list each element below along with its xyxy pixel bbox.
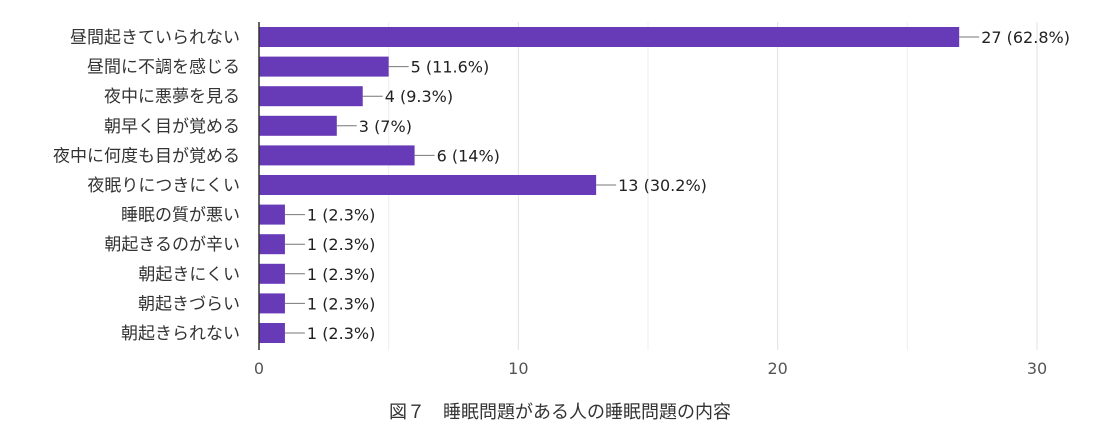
axes: 0 10 20 30 昼間起きていられない昼間に不調を感じる夜中に悪夢を見る朝早く目が覚… — [53, 22, 1047, 378]
bar — [259, 234, 285, 255]
category-label: 朝起きるのが辛い — [104, 235, 240, 255]
category-label: 朝起きられない — [121, 324, 240, 344]
data-label: 3 (7%) — [359, 117, 412, 136]
x-tick-label: 10 — [508, 359, 528, 378]
bar — [259, 204, 285, 225]
data-label: 6 (14%) — [437, 146, 500, 165]
grid-lines — [388, 22, 1038, 350]
bar — [259, 263, 285, 284]
data-label: 1 (2.3%) — [307, 206, 375, 225]
bar — [259, 115, 337, 136]
bar — [259, 27, 960, 47]
category-label: 夜中に悪夢を見る — [104, 87, 240, 107]
data-label: 5 (11.6%) — [411, 58, 490, 77]
x-tick-label: 20 — [767, 359, 787, 378]
category-label: 昼間に不調を感じる — [87, 58, 240, 78]
data-label: 1 (2.3%) — [307, 235, 375, 254]
bar — [259, 175, 597, 195]
x-tick-label: 0 — [254, 359, 264, 378]
data-label: 4 (9.3%) — [385, 87, 453, 106]
x-tick-label: 30 — [1027, 359, 1047, 378]
category-label: 朝起きにくい — [138, 265, 240, 285]
data-label: 1 (2.3%) — [307, 324, 375, 343]
data-label: 27 (62.8%) — [981, 28, 1070, 47]
bar — [259, 323, 285, 343]
category-label: 朝早く目が覚める — [104, 117, 240, 137]
category-label: 夜眠りにつきにくい — [87, 176, 240, 196]
data-label: 1 (2.3%) — [307, 265, 375, 284]
bars: 27 (62.8%) 5 (11.6%) 4 (9.3%) 3 (7%) 6 (14%)… — [259, 27, 1070, 343]
bar — [259, 293, 285, 314]
data-label: 13 (30.2%) — [618, 176, 707, 195]
category-label: 夜中に何度も目が覚める — [53, 146, 240, 166]
bar-chart: 27 (62.8%) 5 (11.6%) 4 (9.3%) 3 (7%) 6 (14%)… — [53, 22, 1070, 378]
category-label: 睡眠の質が悪い — [121, 206, 240, 226]
figure-caption: 図７ 睡眠問題がある人の睡眠問題の内容 — [389, 402, 731, 423]
bar — [259, 86, 363, 107]
category-label: 昼間起きていられない — [70, 28, 240, 48]
category-label: 朝起きづらい — [138, 294, 240, 314]
data-label: 1 (2.3%) — [307, 294, 375, 313]
bar — [259, 56, 389, 77]
bar — [259, 145, 415, 166]
